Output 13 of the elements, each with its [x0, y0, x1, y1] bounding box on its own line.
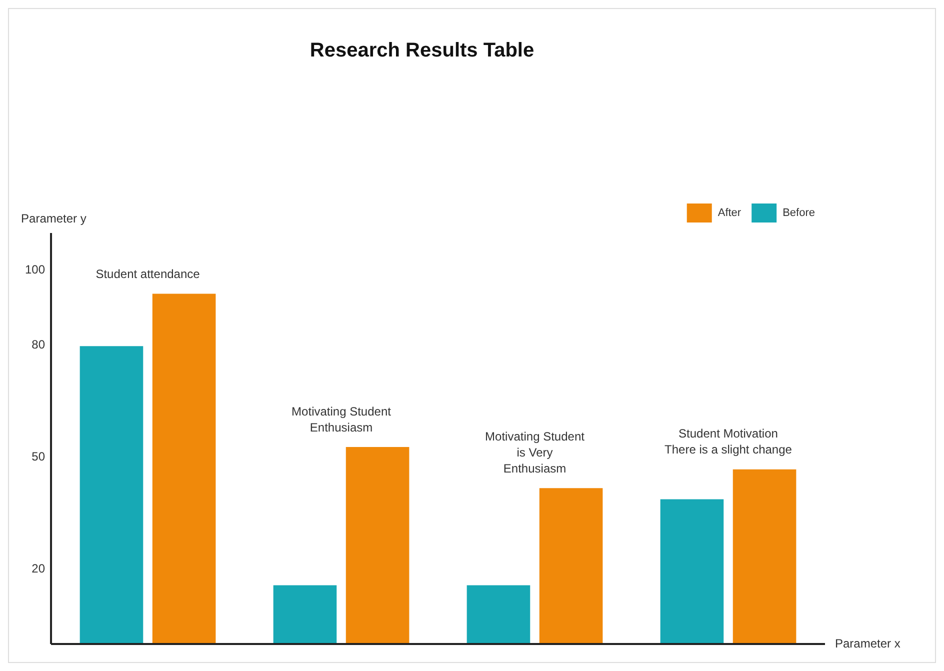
y-tick-label: 100 [24, 262, 46, 277]
annotation: Motivating Student Enthusiasm [292, 404, 392, 434]
y-tick-label: 50 [32, 449, 46, 464]
legend-label: Before [782, 207, 816, 220]
chart-title: Research Results Table [310, 40, 534, 62]
y-axis-title: Parameter y [21, 211, 86, 226]
legend-label: After [718, 207, 742, 220]
y-tick-label: 20 [32, 562, 46, 576]
y-tick-label: 80 [32, 337, 46, 352]
annotation: Motivating Student is Very Enthusiasm [485, 429, 586, 476]
x-axis-title: Parameter x [835, 636, 900, 650]
annotation: Student attendance [96, 267, 200, 282]
annotation: Student Motivation There is a slight change [664, 426, 792, 457]
